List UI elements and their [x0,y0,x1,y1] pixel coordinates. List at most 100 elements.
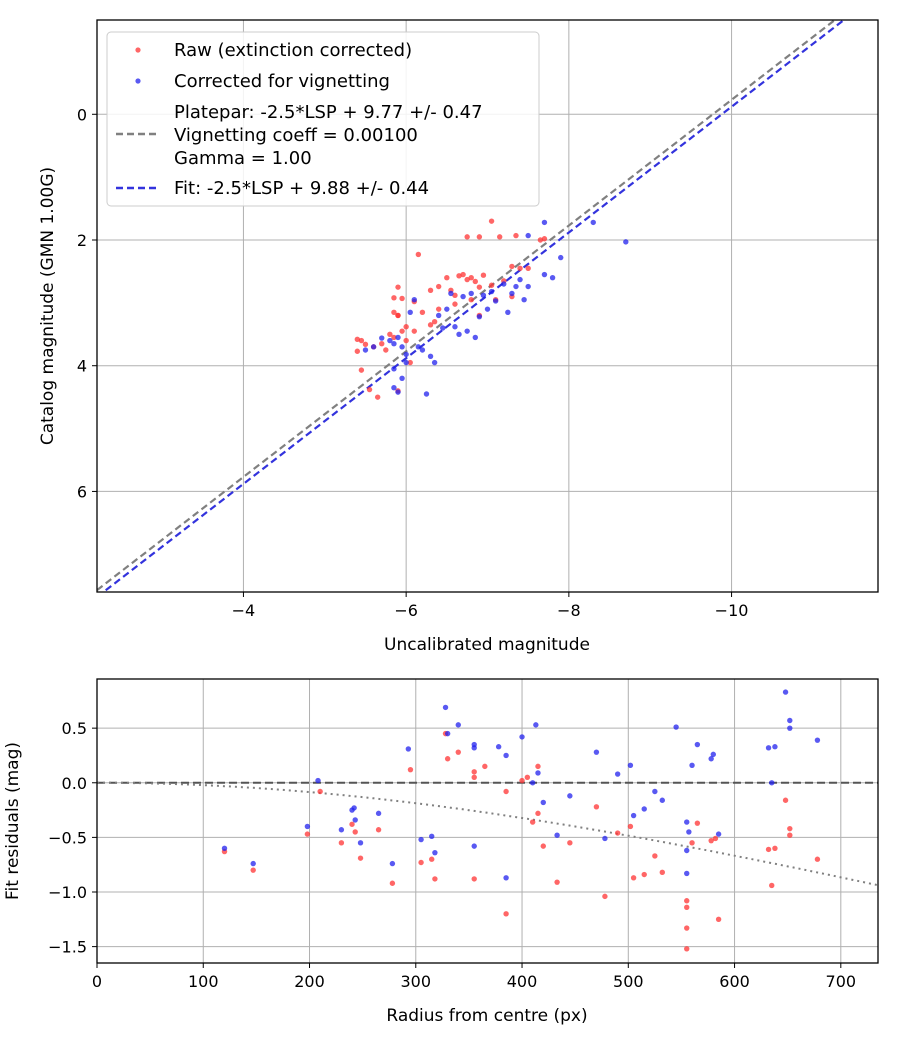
raw-point [684,904,690,910]
corrected-point [501,281,507,287]
y-tick-label: 0.0 [62,774,87,793]
raw-point [471,774,477,781]
corrected-point [460,293,466,300]
top-points [354,218,629,400]
raw-point [374,394,381,400]
x-tick-label: −8 [557,601,581,620]
corrected-point [684,819,690,825]
raw-point [567,840,573,846]
raw-point [431,319,438,325]
bottom-reference-lines [97,781,879,887]
corrected-point [455,722,461,728]
raw-point [541,236,548,242]
raw-point [250,867,256,873]
magnitude-chart: −4 −6 −8 −10 0 2 4 6 Uncalibrated magnitude Cat… [38,19,879,655]
corrected-point [708,756,714,762]
corrected-point [673,724,679,730]
corrected-point [521,297,527,303]
corrected-point [415,344,422,350]
raw-point [455,749,461,755]
raw-point [452,301,458,307]
raw-point [525,265,531,271]
raw-point [480,272,487,278]
raw-point [787,825,793,832]
raw-point [391,334,397,341]
corrected-point [352,817,358,823]
raw-point [395,284,401,290]
corrected-point [525,232,531,239]
raw-point [503,788,509,795]
corrected-point [370,344,377,350]
corrected-point [630,812,637,819]
raw-point [317,788,323,795]
top-x-axis-label: Uncalibrated magnitude [384,635,590,655]
corrected-point [429,833,435,839]
corrected-point [431,359,438,366]
corrected-point [769,780,775,786]
raw-point [787,832,793,838]
corrected-point [567,793,573,799]
raw-point [476,234,483,240]
corrected-point [427,353,434,359]
raw-point [602,893,608,900]
raw-point [358,337,365,344]
raw-point [366,386,373,393]
corrected-point [399,375,405,381]
legend-raw-marker [135,47,141,53]
corrected-point [503,875,509,881]
corrected-point [533,722,539,728]
raw-point [524,774,531,781]
raw-point [519,777,525,784]
x-tick-label: 300 [401,972,432,991]
raw-point [630,875,637,881]
corrected-point [541,219,548,226]
corrected-point [403,351,409,358]
corrected-point [357,840,364,846]
legend-platepar-label-1: Platepar: -2.5*LSP + 9.77 +/- 0.47 [174,102,483,123]
raw-point [535,810,541,817]
raw-point [715,916,722,923]
corrected-point [389,860,396,867]
x-tick-label: 500 [613,972,644,991]
raw-point [304,831,311,837]
raw-point [476,284,483,290]
raw-point [540,843,546,849]
y-tick-label: 0.5 [62,719,87,738]
raw-point [429,856,435,862]
top-ticks: −4 −6 −8 −10 0 2 4 6 [77,105,749,620]
corrected-point [471,745,477,751]
raw-point [432,876,438,882]
raw-point [354,336,361,343]
corrected-point [444,306,450,312]
corrected-point [391,341,397,347]
raw-point [349,821,355,827]
corrected-point [484,306,491,312]
corrected-point [407,309,413,315]
y-tick-label: 6 [77,482,87,501]
raw-point [415,251,422,258]
corrected-point [503,752,509,759]
corrected-point [558,254,564,261]
corrected-point [694,741,701,748]
corrected-point [765,745,772,751]
corrected-point [684,847,690,854]
bottom-plot-frame [96,678,879,964]
bottom-ticks: 0 100 200 300 400 500 600 700 0.5 0.0 −0.5 −1.0 −1.5 [48,719,856,991]
corrected-point [395,334,401,341]
corrected-point [505,309,511,315]
raw-point [593,804,600,810]
corrected-point [468,290,474,297]
corrected-point [787,717,793,724]
corrected-point [448,290,454,297]
x-tick-label: 700 [826,972,857,991]
corrected-point [480,292,487,299]
corrected-point [391,385,397,391]
corrected-point [627,762,634,768]
corrected-point [435,312,442,319]
x-tick-label: 200 [294,972,325,991]
corrected-point [495,744,502,750]
raw-point [407,359,413,366]
raw-point [456,273,462,279]
corrected-point [395,389,401,395]
x-tick-label: −10 [715,601,749,620]
